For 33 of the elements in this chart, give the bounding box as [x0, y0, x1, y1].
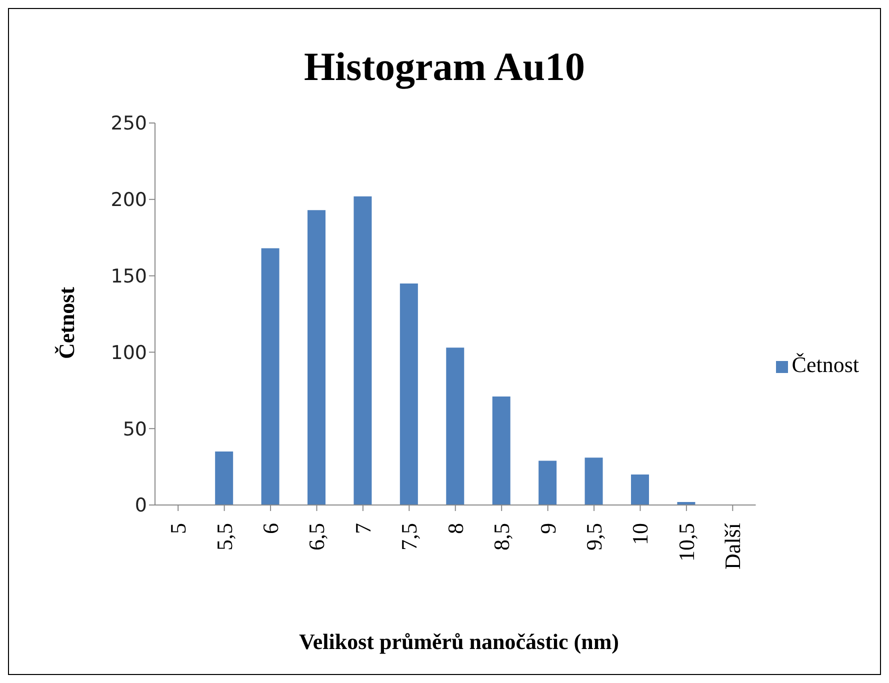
- x-tick-label: 5: [166, 523, 191, 534]
- x-tick-label: 6: [258, 523, 284, 534]
- chart-title: Histogram Au10: [302, 43, 586, 90]
- y-tick-label: 100: [110, 342, 147, 364]
- x-tick-label: 5,5: [212, 523, 237, 550]
- bar: [308, 210, 326, 505]
- bar: [261, 248, 280, 505]
- y-tick-label: 0: [134, 494, 147, 517]
- bar: [354, 196, 372, 505]
- x-tick-label: 9: [535, 523, 560, 534]
- bar: [584, 458, 603, 505]
- x-tick-label: 9,5: [582, 523, 607, 550]
- bar: [630, 474, 649, 505]
- x-tick-label: 10,5: [674, 523, 699, 562]
- x-tick-label: 8: [442, 523, 468, 534]
- bar: [492, 396, 510, 505]
- bar: [400, 283, 418, 505]
- x-tick-label: 8,5: [489, 523, 514, 550]
- y-tick-label: 200: [110, 189, 147, 212]
- x-tick-label: 7: [350, 523, 376, 534]
- bar: [215, 452, 234, 505]
- y-axis-title: Četnost: [54, 286, 80, 360]
- x-tick-label: 10: [628, 523, 653, 545]
- y-tick-label: 250: [110, 112, 147, 135]
- bar: [538, 460, 557, 505]
- x-tick-label: Další: [720, 523, 746, 570]
- legend-label: Četnost: [792, 352, 859, 377]
- x-tick-label: 6,5: [304, 523, 330, 550]
- x-axis-title: Velikost průměrů nanočástic (nm): [298, 629, 620, 655]
- y-tick-label: 50: [122, 418, 147, 440]
- bar: [446, 348, 464, 505]
- x-tick-label: 7,5: [396, 523, 422, 550]
- y-tick-label: 150: [110, 266, 147, 288]
